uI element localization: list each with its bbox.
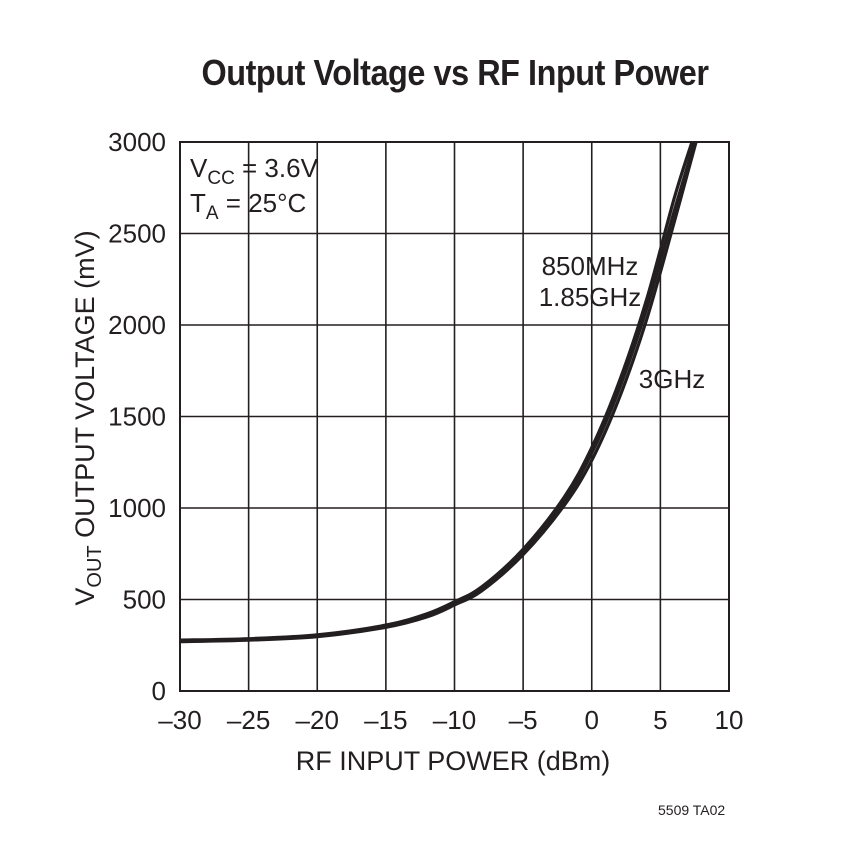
y-tick-label: 2000 [108,310,166,340]
x-tick-label: 0 [585,705,599,735]
x-tick-label: 5 [653,705,667,735]
series-line-1-85ghz [180,142,694,642]
y-tick-label: 500 [123,585,166,615]
condition-vcc: VCC = 3.6V [190,153,319,189]
series-lines [180,142,698,644]
x-tick-label: –15 [364,705,407,735]
y-tick-label: 2500 [108,219,166,249]
y-tick-label: 1500 [108,402,166,432]
x-tick-label: –25 [227,705,270,735]
chart-title: Output Voltage vs RF Input Power [201,52,709,93]
x-tick-label: –20 [296,705,339,735]
series-line-3ghz [180,142,698,644]
x-tick-label: –5 [509,705,538,735]
series-label-850mhz: 850MHz [542,251,639,281]
figure-id: 5509 TA02 [658,802,726,818]
y-tick-label: 1000 [108,493,166,523]
series-label-1-85ghz: 1.85GHz [539,282,642,312]
y-tick-label: 3000 [108,127,166,157]
y-tick-label: 0 [152,676,166,706]
x-axis-label: RF INPUT POWER (dBm) [296,746,611,776]
x-tick-label: –10 [433,705,476,735]
x-tick-label: –30 [158,705,201,735]
condition-ta: TA = 25°C [190,188,306,224]
tick-labels: –30 –25 –20 –15 –10 –5 0 5 10 0 500 1000 1500 2000 250… [108,127,743,735]
x-tick-label: 10 [715,705,744,735]
grid [179,141,730,692]
y-axis-label: VOUT OUTPUT VOLTAGE (mV) [70,230,106,605]
plot-frame [179,141,730,692]
series-label-3ghz: 3GHz [639,364,705,394]
